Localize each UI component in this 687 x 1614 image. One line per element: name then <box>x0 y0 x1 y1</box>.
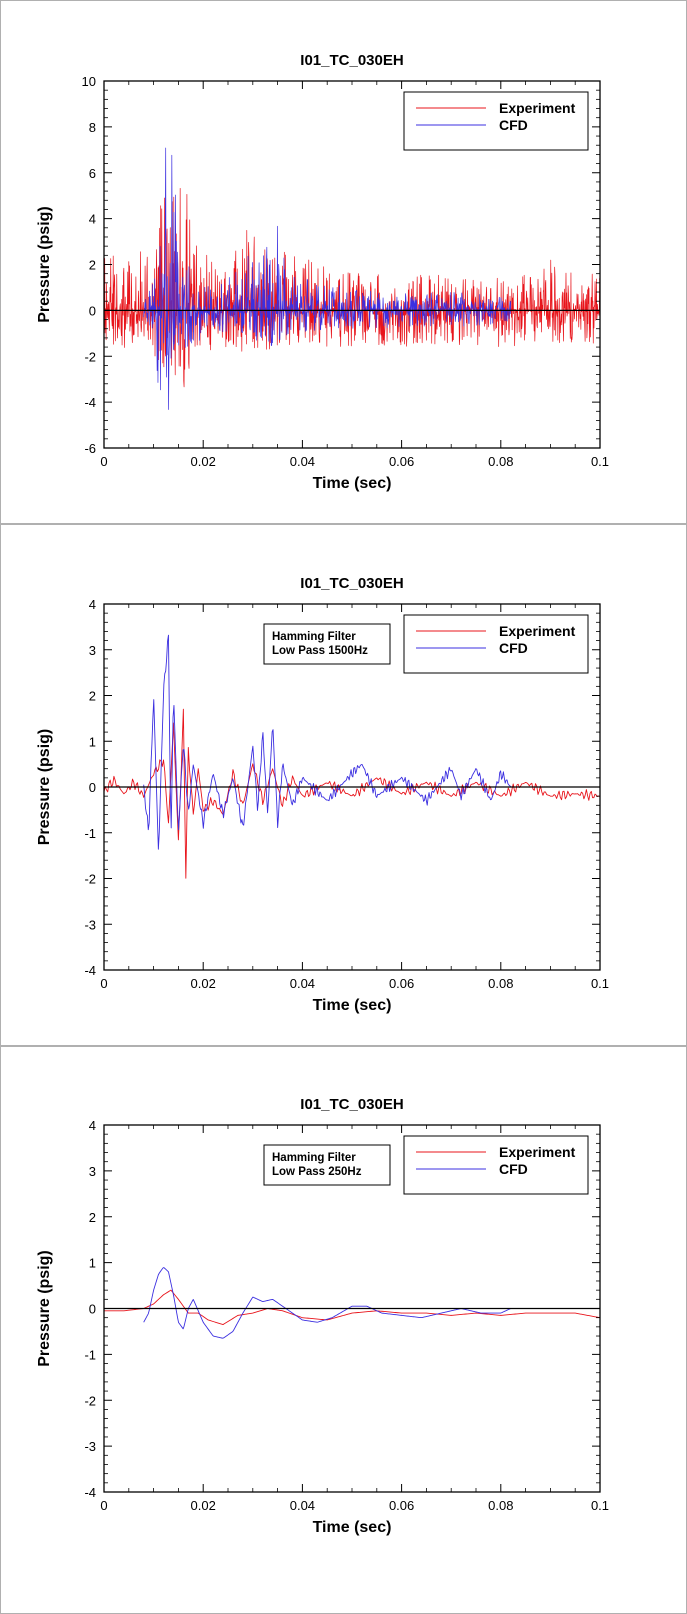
y-tick-label: 2 <box>89 689 96 704</box>
legend-box <box>403 91 589 151</box>
legend-label-cfd: CFD <box>499 117 528 133</box>
y-tick-label: 1 <box>89 734 96 749</box>
chart-title: I01_TC_030EH <box>300 575 403 592</box>
x-tick-label: 0.08 <box>488 1498 513 1513</box>
y-tick-label: 8 <box>89 120 96 135</box>
series-cfd-line <box>143 634 512 850</box>
annotation-box <box>263 1144 391 1186</box>
series-experiment-line <box>104 708 600 879</box>
filter-annotation: Hamming Filter Low Pass 1500Hz <box>263 623 391 665</box>
x-tick-label: 0.04 <box>290 1498 315 1513</box>
y-tick-label: 4 <box>89 597 96 612</box>
x-tick-label: 0.1 <box>591 976 609 991</box>
x-tick-label: 0 <box>100 1498 107 1513</box>
x-tick-label: 0 <box>100 976 107 991</box>
x-tick-label: 0.02 <box>191 454 216 469</box>
y-tick-label: -2 <box>84 1393 96 1408</box>
chart-1: I01_TC_030EH 0 0.02 0.04 0.06 0.08 0.1 -6 -4 -2 0 2… <box>36 52 609 492</box>
y-axis-label: Pressure (psig) <box>36 1250 53 1366</box>
x-axis-label: Time (sec) <box>313 997 392 1014</box>
chart-2: I01_TC_030EH 0 0.02 0.04 0.06 0.08 0.1 -4 -3 -2 -1… <box>36 575 609 1014</box>
y-axis-label: Pressure (psig) <box>36 206 53 322</box>
y-tick-label: 4 <box>89 1118 96 1133</box>
x-tick-label: 0.02 <box>191 1498 216 1513</box>
x-tick-label: 0 <box>100 454 107 469</box>
y-tick-label: -6 <box>84 441 96 456</box>
x-axis-label: Time (sec) <box>313 475 392 492</box>
x-tick-label: 0.02 <box>191 976 216 991</box>
chart-3: I01_TC_030EH 0 0.02 0.04 0.06 0.08 0.1 -4 -3 -2 -1… <box>36 1096 609 1536</box>
y-tick-label: 2 <box>89 1210 96 1225</box>
y-tick-label: 3 <box>89 643 96 658</box>
legend-label-cfd: CFD <box>499 1161 528 1177</box>
y-tick-label: 4 <box>89 212 96 227</box>
y-tick-label: 0 <box>89 780 96 795</box>
legend-label-experiment: Experiment <box>499 623 576 639</box>
y-tick-label: 1 <box>89 1256 96 1271</box>
y-tick-label: 2 <box>89 258 96 273</box>
y-tick-label: 0 <box>89 1302 96 1317</box>
data-layer <box>104 1267 600 1339</box>
y-tick-label: 3 <box>89 1164 96 1179</box>
series-cfd-line <box>143 147 512 410</box>
legend-box <box>403 1135 589 1195</box>
x-tick-label: 0.1 <box>591 454 609 469</box>
y-tick-label: -4 <box>84 963 96 978</box>
y-tick-label: 10 <box>82 74 96 89</box>
legend-label-experiment: Experiment <box>499 1144 576 1160</box>
x-tick-label: 0.08 <box>488 454 513 469</box>
legend-label-experiment: Experiment <box>499 100 576 116</box>
y-tick-label: -2 <box>84 872 96 887</box>
annotation-line: Hamming Filter <box>272 631 356 643</box>
y-tick-label: -3 <box>84 917 96 932</box>
y-tick-label: 6 <box>89 166 96 181</box>
series-cfd-line <box>143 1267 511 1339</box>
y-tick-label: -4 <box>84 1485 96 1500</box>
data-layer <box>104 147 600 410</box>
annotation-line: Low Pass 1500Hz <box>272 645 368 657</box>
y-tick-label: -3 <box>84 1439 96 1454</box>
y-tick-label: -1 <box>84 826 96 841</box>
legend-label-cfd: CFD <box>499 640 528 656</box>
y-tick-label: -4 <box>84 395 96 410</box>
y-tick-label: 0 <box>89 303 96 318</box>
y-tick-label: -2 <box>84 349 96 364</box>
x-tick-label: 0.04 <box>290 454 315 469</box>
series-experiment-line <box>104 1289 600 1326</box>
annotation-box <box>263 623 391 665</box>
x-tick-label: 0.08 <box>488 976 513 991</box>
y-axis-label: Pressure (psig) <box>36 729 53 845</box>
chart-title: I01_TC_030EH <box>300 1096 403 1113</box>
x-axis-label: Time (sec) <box>313 1519 392 1536</box>
x-tick-label: 0.04 <box>290 976 315 991</box>
filter-annotation: Hamming Filter Low Pass 250Hz <box>263 1144 391 1186</box>
annotation-line: Low Pass 250Hz <box>272 1166 362 1178</box>
x-tick-label: 0.06 <box>389 976 414 991</box>
x-tick-label: 0.06 <box>389 454 414 469</box>
x-tick-label: 0.06 <box>389 1498 414 1513</box>
legend-box <box>403 614 589 674</box>
chart-title: I01_TC_030EH <box>300 52 403 69</box>
annotation-line: Hamming Filter <box>272 1152 356 1164</box>
y-tick-label: -1 <box>84 1347 96 1362</box>
data-layer <box>104 634 600 879</box>
x-tick-label: 0.1 <box>591 1498 609 1513</box>
